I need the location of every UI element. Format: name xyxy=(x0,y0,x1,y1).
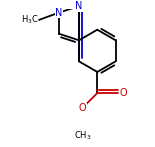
Text: H$_3$C: H$_3$C xyxy=(21,14,38,26)
Text: O: O xyxy=(119,88,127,98)
Text: O: O xyxy=(79,103,86,113)
Text: N: N xyxy=(75,1,82,11)
Text: CH$_3$: CH$_3$ xyxy=(74,130,91,142)
Text: N: N xyxy=(55,8,63,18)
